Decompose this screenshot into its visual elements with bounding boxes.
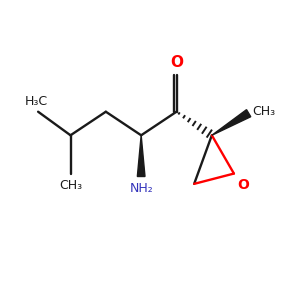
Text: O: O <box>170 55 183 70</box>
Text: H₃C: H₃C <box>25 95 48 108</box>
Text: CH₃: CH₃ <box>59 179 82 192</box>
Text: O: O <box>237 178 249 192</box>
Text: CH₃: CH₃ <box>252 105 275 118</box>
Polygon shape <box>137 135 145 176</box>
Polygon shape <box>212 110 251 135</box>
Text: NH₂: NH₂ <box>129 182 153 195</box>
